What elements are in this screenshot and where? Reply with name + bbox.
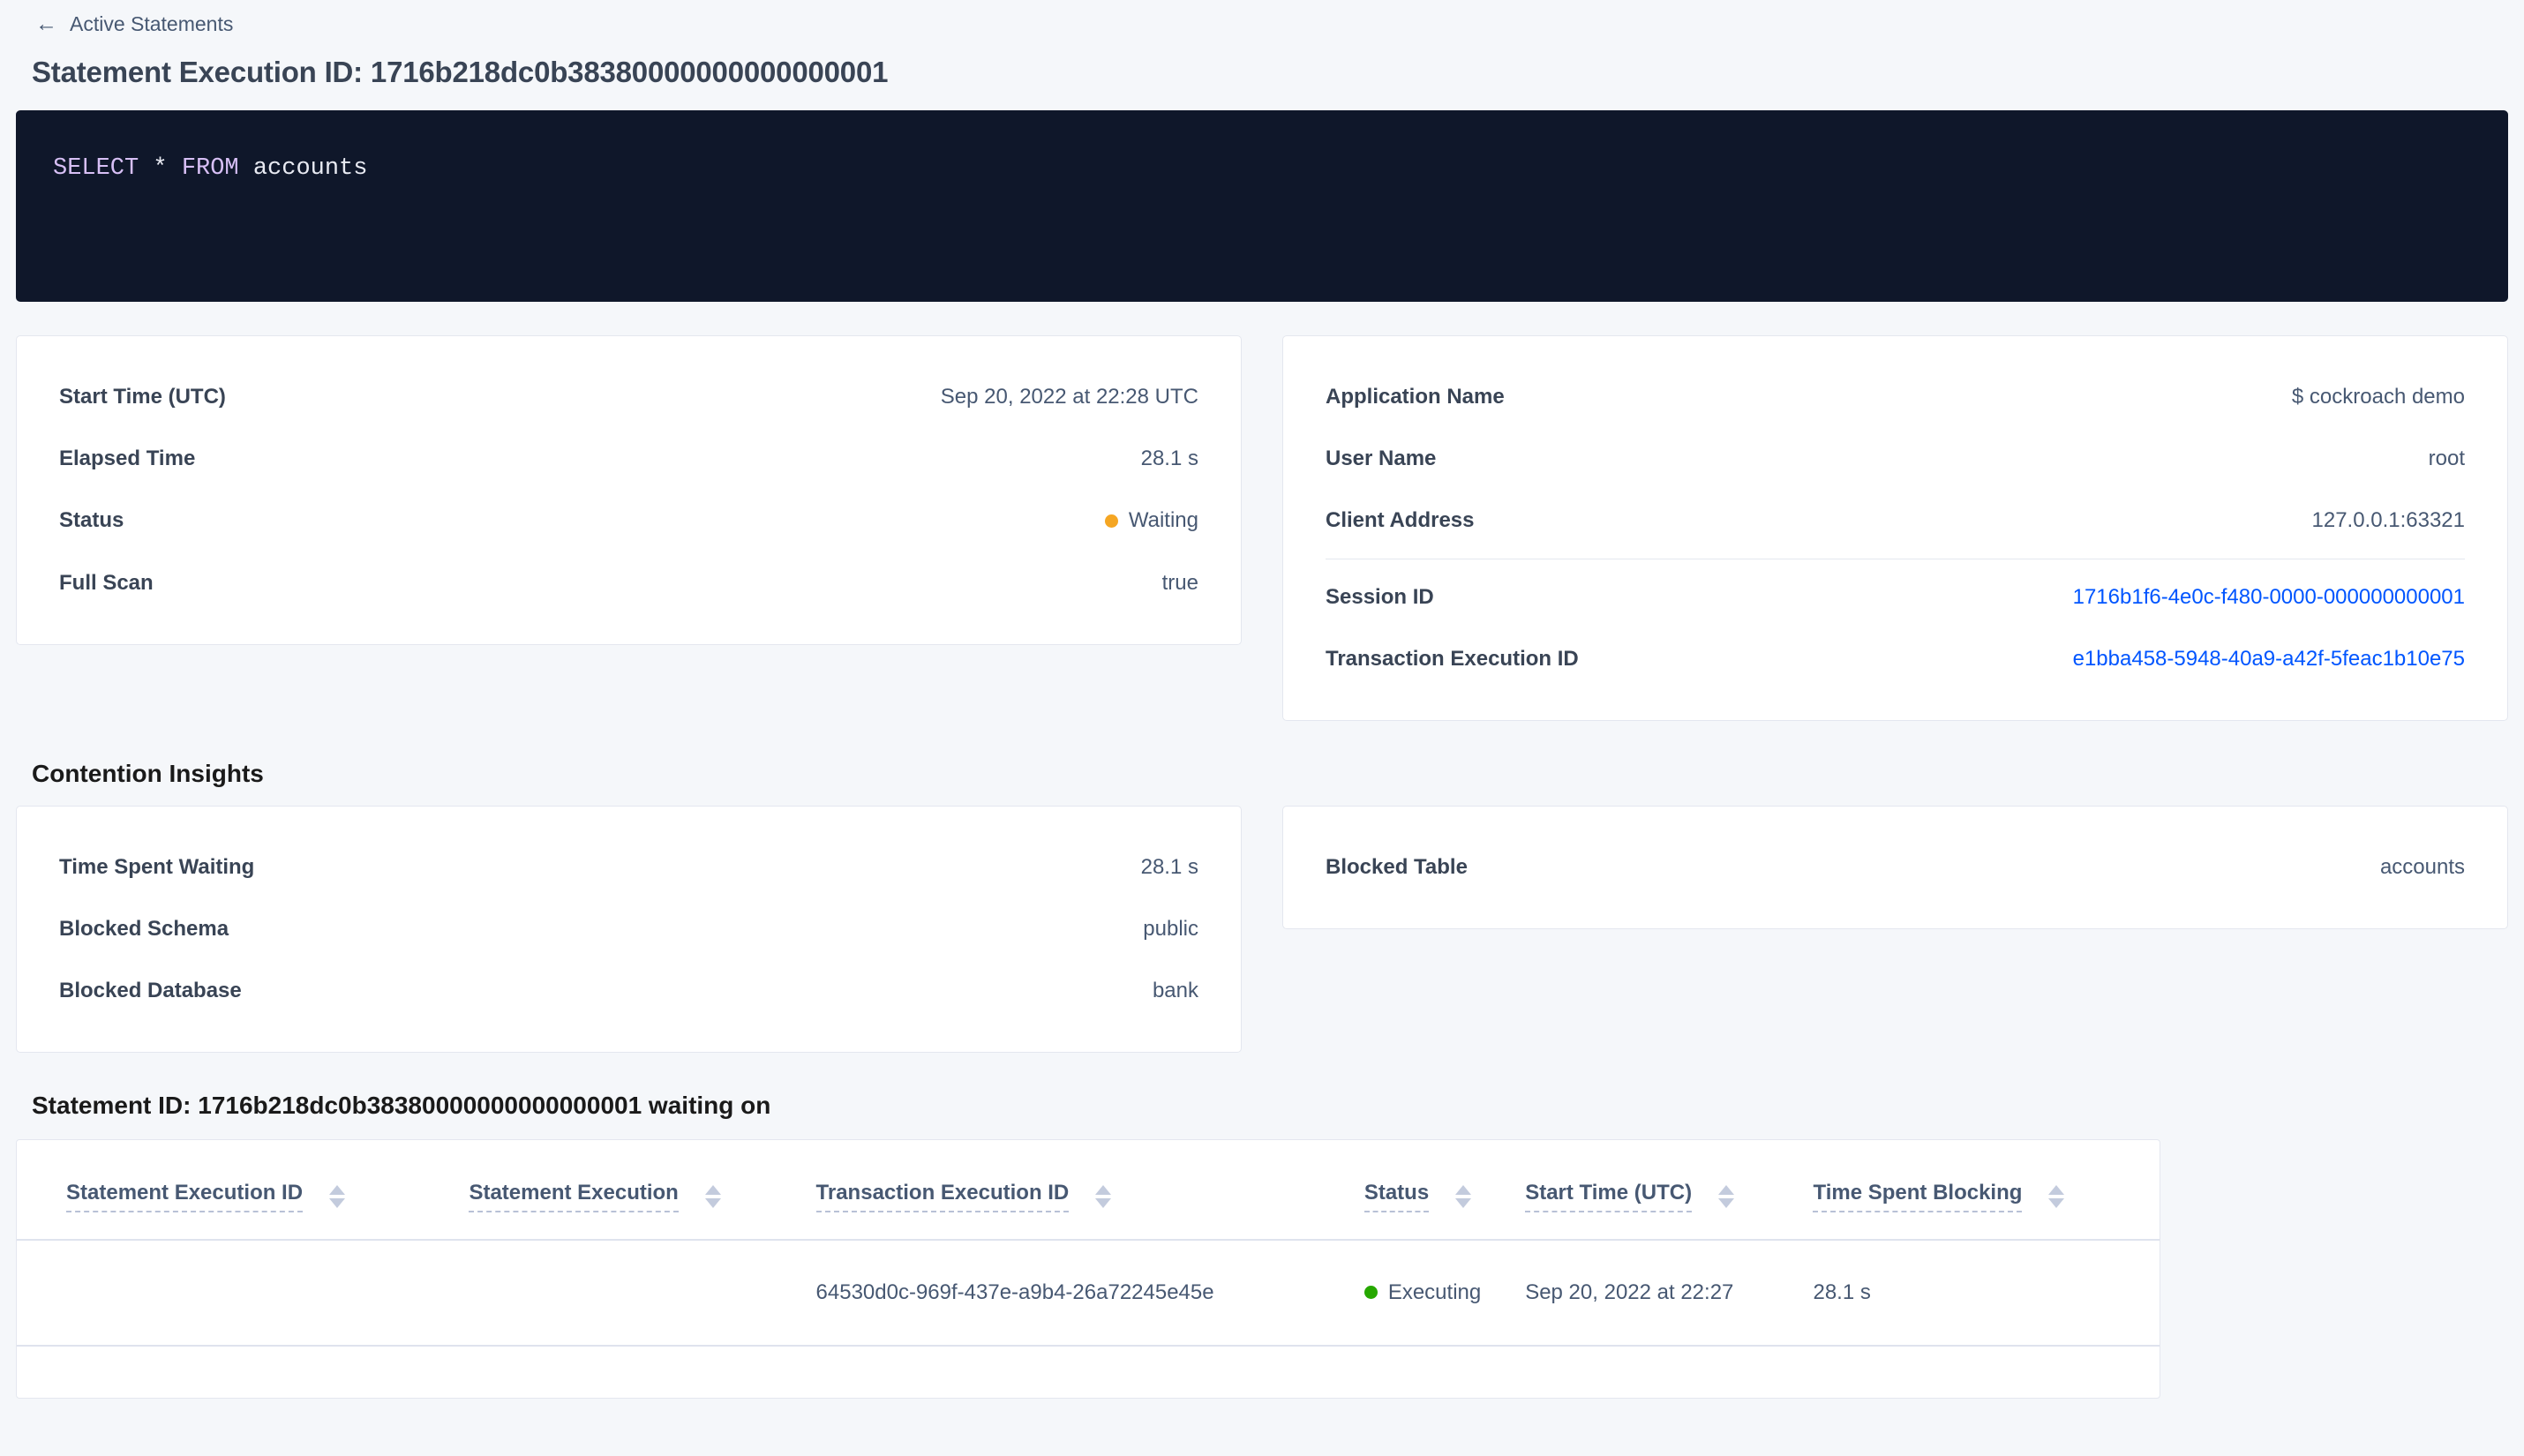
row-transaction-execution-id: Transaction Execution ID e1bba458-5948-4… bbox=[1326, 628, 2465, 690]
column-header-start-time[interactable]: Start Time (UTC) bbox=[1525, 1140, 1813, 1240]
label-status: Status bbox=[59, 508, 124, 533]
value-status: Waiting bbox=[1104, 508, 1198, 534]
cell-start-time: Sep 20, 2022 at 22:27 bbox=[1525, 1239, 1814, 1347]
sort-icon-statement-execution-id[interactable] bbox=[329, 1185, 346, 1208]
row-start-time: Start Time (UTC) Sep 20, 2022 at 22:28 U… bbox=[59, 366, 1198, 428]
table-header-row: Statement Execution ID Statement Executi… bbox=[17, 1140, 2160, 1240]
arrow-left-icon: ← bbox=[35, 11, 57, 36]
table-footer bbox=[17, 1347, 2160, 1398]
sort-icon-statement-execution[interactable] bbox=[704, 1185, 721, 1208]
label-blocked-database: Blocked Database bbox=[59, 979, 242, 1002]
row-session-id: Session ID 1716b1f6-4e0c-f480-0000-00000… bbox=[1326, 567, 2465, 628]
waiting-on-table: Statement Execution ID Statement Executi… bbox=[17, 1140, 2160, 1347]
link-transaction-execution-id[interactable]: e1bba458-5948-40a9-a42f-5feac1b10e75 bbox=[2072, 647, 2465, 671]
row-blocked-schema: Blocked Schema public bbox=[59, 898, 1198, 960]
row-full-scan: Full Scan true bbox=[59, 552, 1198, 614]
table-row[interactable]: 64530d0c-969f-437e-a9b4-26a72245e45e Exe… bbox=[17, 1239, 2160, 1347]
overview-card-left: Start Time (UTC) Sep 20, 2022 at 22:28 U… bbox=[16, 335, 1242, 645]
value-blocked-database: bank bbox=[1152, 979, 1198, 1002]
column-header-statement-execution-id[interactable]: Statement Execution ID bbox=[17, 1140, 469, 1240]
cell-statement-execution-id bbox=[17, 1239, 469, 1347]
label-blocked-table: Blocked Table bbox=[1326, 855, 1468, 879]
contention-card-right: Blocked Table accounts bbox=[1282, 806, 2508, 929]
column-header-status[interactable]: Status bbox=[1363, 1140, 1525, 1240]
back-link-active-statements[interactable]: ← Active Statements bbox=[16, 0, 233, 45]
contention-insights-heading: Contention Insights bbox=[32, 760, 264, 787]
value-elapsed-time: 28.1 s bbox=[1140, 447, 1198, 470]
page-title: Statement Execution ID: 1716b218dc0b3838… bbox=[32, 56, 889, 88]
waiting-on-table-heading: Statement ID: 1716b218dc0b38380000000000… bbox=[32, 1092, 771, 1119]
row-blocked-database: Blocked Database bank bbox=[59, 960, 1198, 1022]
label-start-time: Start Time (UTC) bbox=[59, 385, 226, 409]
row-client-address: Client Address 127.0.0.1:63321 bbox=[1326, 490, 2465, 552]
value-time-spent-waiting: 28.1 s bbox=[1140, 855, 1198, 879]
link-session-id[interactable]: 1716b1f6-4e0c-f480-0000-000000000001 bbox=[2072, 585, 2465, 609]
value-user-name: root bbox=[2428, 447, 2465, 470]
column-header-time-spent-blocking[interactable]: Time Spent Blocking bbox=[1813, 1140, 2160, 1240]
row-elapsed-time: Elapsed Time 28.1 s bbox=[59, 428, 1198, 490]
row-user-name: User Name root bbox=[1326, 428, 2465, 490]
value-blocked-table: accounts bbox=[2379, 855, 2465, 879]
value-full-scan: true bbox=[1161, 570, 1198, 595]
label-time-spent-waiting: Time Spent Waiting bbox=[59, 855, 255, 879]
sql-table-name: accounts bbox=[252, 155, 368, 182]
status-badge: Waiting bbox=[1128, 508, 1198, 532]
table-header: Statement Execution ID Statement Executi… bbox=[17, 1140, 2160, 1240]
label-full-scan: Full Scan bbox=[59, 570, 154, 595]
column-label-statement-execution[interactable]: Statement Execution bbox=[469, 1181, 679, 1212]
label-client-address: Client Address bbox=[1326, 508, 1475, 532]
column-label-status[interactable]: Status bbox=[1363, 1181, 1430, 1212]
sql-statement-block: SELECT * FROM accounts bbox=[16, 110, 2508, 302]
cell-transaction-execution-id: 64530d0c-969f-437e-a9b4-26a72245e45e bbox=[815, 1239, 1364, 1347]
sql-statement-text: SELECT * FROM accounts bbox=[53, 153, 2471, 186]
back-link-label: Active Statements bbox=[70, 12, 234, 35]
waiting-on-table-card: Statement Execution ID Statement Executi… bbox=[16, 1139, 2160, 1399]
cell-statement-execution bbox=[469, 1239, 816, 1347]
cell-status: Executing bbox=[1363, 1239, 1526, 1347]
value-blocked-schema: public bbox=[1143, 917, 1198, 941]
label-blocked-schema: Blocked Schema bbox=[59, 917, 229, 941]
sql-star: * bbox=[153, 155, 168, 182]
row-application-name: Application Name $ cockroach demo bbox=[1326, 366, 2465, 428]
column-header-statement-execution[interactable]: Statement Execution bbox=[469, 1140, 815, 1240]
sql-keyword-select: SELECT bbox=[53, 155, 139, 182]
value-start-time: Sep 20, 2022 at 22:28 UTC bbox=[940, 385, 1198, 409]
row-status: Status Waiting bbox=[59, 490, 1198, 552]
sort-icon-time-spent-blocking[interactable] bbox=[2048, 1185, 2065, 1208]
overview-card-right: Application Name $ cockroach demo User N… bbox=[1282, 335, 2508, 721]
label-session-id: Session ID bbox=[1326, 585, 1434, 609]
status-dot-icon bbox=[1363, 1286, 1378, 1300]
table-body: 64530d0c-969f-437e-a9b4-26a72245e45e Exe… bbox=[17, 1239, 2160, 1347]
column-header-transaction-execution-id[interactable]: Transaction Execution ID bbox=[815, 1140, 1364, 1240]
column-label-transaction-execution-id[interactable]: Transaction Execution ID bbox=[815, 1181, 1070, 1212]
label-application-name: Application Name bbox=[1326, 385, 1505, 409]
status-badge: Executing bbox=[1387, 1280, 1482, 1304]
label-transaction-execution-id: Transaction Execution ID bbox=[1326, 647, 1579, 671]
sort-icon-start-time[interactable] bbox=[1718, 1185, 1735, 1208]
column-label-statement-execution-id[interactable]: Statement Execution ID bbox=[66, 1181, 304, 1212]
value-application-name: $ cockroach demo bbox=[2291, 385, 2465, 409]
contention-card-left: Time Spent Waiting 28.1 s Blocked Schema… bbox=[16, 806, 1242, 1053]
row-blocked-table: Blocked Table accounts bbox=[1326, 837, 2465, 898]
sort-icon-status[interactable] bbox=[1455, 1185, 1472, 1208]
status-dot-icon bbox=[1104, 514, 1118, 528]
sort-icon-transaction-execution-id[interactable] bbox=[1095, 1185, 1112, 1208]
cell-time-spent-blocking: 28.1 s bbox=[1813, 1239, 2160, 1347]
label-user-name: User Name bbox=[1326, 447, 1437, 470]
row-time-spent-waiting: Time Spent Waiting 28.1 s bbox=[59, 837, 1198, 898]
sql-keyword-from: FROM bbox=[181, 155, 239, 182]
column-label-start-time[interactable]: Start Time (UTC) bbox=[1525, 1181, 1693, 1212]
label-elapsed-time: Elapsed Time bbox=[59, 447, 196, 470]
column-label-time-spent-blocking[interactable]: Time Spent Blocking bbox=[1813, 1181, 2023, 1212]
value-client-address: 127.0.0.1:63321 bbox=[2311, 508, 2466, 532]
